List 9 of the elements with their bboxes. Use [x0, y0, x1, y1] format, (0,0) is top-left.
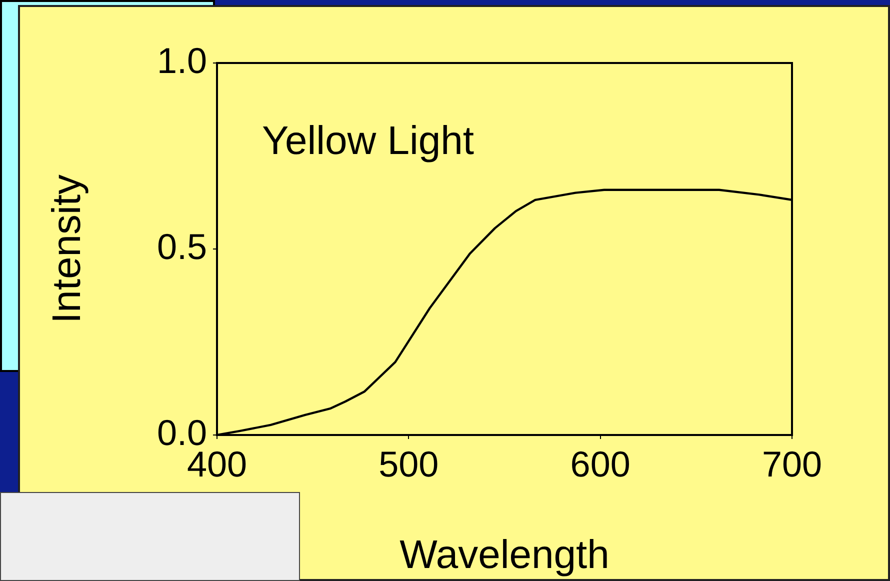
x-axis-title: Wavelength	[400, 533, 610, 578]
y-axis-title: Intensity	[45, 174, 90, 324]
x-tick-label: 600	[570, 444, 630, 485]
x-tick-label: 500	[378, 444, 439, 485]
y-tick-label: 1.0	[156, 40, 207, 81]
x-tick-label: 700	[762, 444, 822, 485]
y-tick-label: 0.5	[156, 226, 207, 267]
y-tick-label: 0.0	[156, 412, 207, 453]
annotation: Yellow Light	[262, 119, 474, 164]
